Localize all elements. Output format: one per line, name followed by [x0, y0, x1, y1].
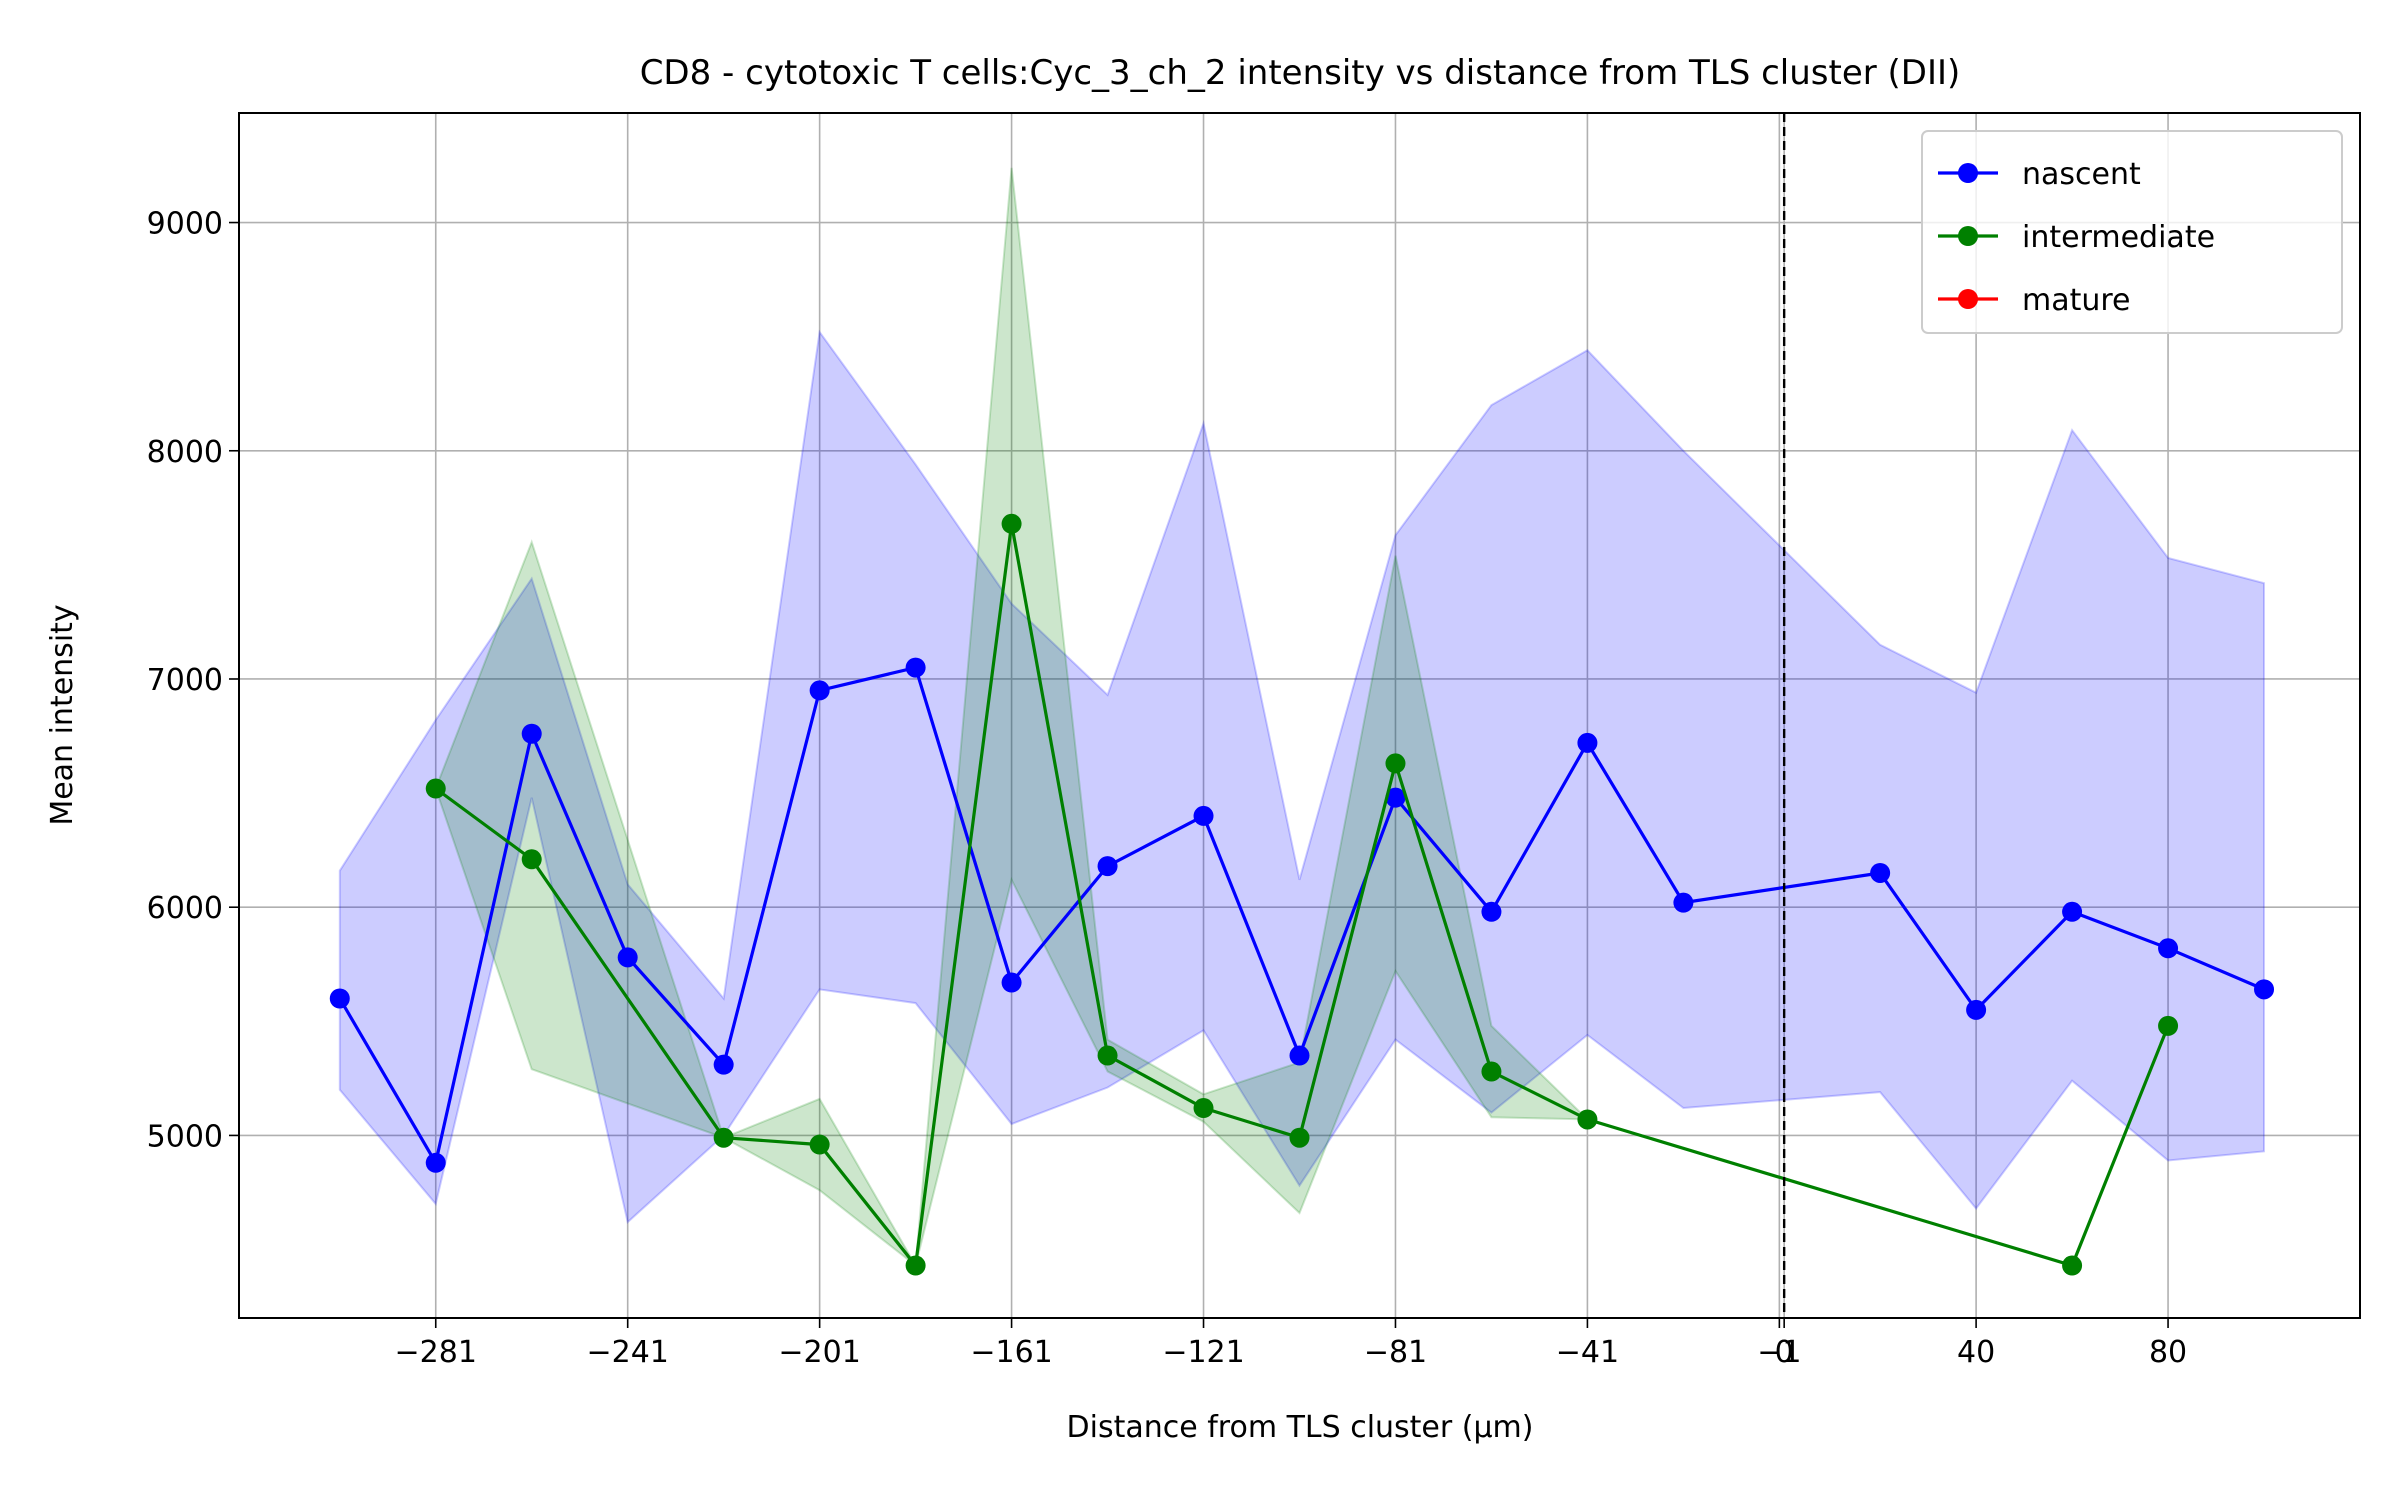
- x-tick-label: −41: [1556, 1335, 1619, 1370]
- point-intermediate: [1097, 1045, 1118, 1066]
- line-nascent: [338, 665, 2265, 1168]
- x-tick-label: −121: [1162, 1335, 1244, 1370]
- point-nascent: [617, 947, 638, 968]
- y-tick-label: 7000: [147, 663, 223, 698]
- legend-label-nascent: nascent: [2022, 157, 2141, 192]
- point-intermediate: [1001, 513, 1022, 534]
- point-intermediate: [713, 1127, 734, 1148]
- legend: nascent intermediate mature: [1921, 130, 2343, 334]
- band-nascent: [338, 329, 2265, 1224]
- point-nascent: [2158, 938, 2179, 959]
- point-intermediate: [1577, 1109, 1598, 1130]
- point-nascent: [1385, 787, 1406, 808]
- point-nascent: [1097, 856, 1118, 877]
- point-nascent: [809, 680, 830, 701]
- ticks: −281 −241 −201 −161 −121 −81 −41 −10 40 80 5000 600…: [147, 207, 2188, 1370]
- line-intermediate: [434, 523, 2170, 1270]
- point-nascent: [521, 723, 542, 744]
- point-nascent: [2062, 901, 2083, 922]
- point-intermediate: [2158, 1015, 2179, 1036]
- point-nascent: [329, 988, 350, 1009]
- legend-box: [1921, 130, 2343, 334]
- x-tick-label: 80: [2149, 1335, 2187, 1370]
- point-nascent: [905, 657, 926, 678]
- series-lines: [329, 513, 2275, 1276]
- point-nascent: [1870, 862, 1891, 883]
- x-tick-label: −161: [970, 1335, 1052, 1370]
- point-intermediate: [1193, 1098, 1214, 1119]
- point-intermediate: [425, 778, 446, 799]
- point-nascent: [1289, 1045, 1310, 1066]
- x-tick-label: −281: [395, 1335, 477, 1370]
- y-tick-label: 9000: [147, 207, 223, 242]
- point-nascent: [713, 1054, 734, 1075]
- point-nascent: [1193, 805, 1214, 826]
- point-nascent: [425, 1152, 446, 1173]
- point-nascent: [1001, 972, 1022, 993]
- point-intermediate: [1481, 1061, 1502, 1082]
- point-nascent: [2254, 979, 2275, 1000]
- y-tick-label: 5000: [147, 1119, 223, 1154]
- point-intermediate: [521, 849, 542, 870]
- legend-label-intermediate: intermediate: [2022, 220, 2215, 255]
- point-nascent: [1577, 732, 1598, 753]
- point-intermediate: [1385, 753, 1406, 774]
- chart-title: CD8 - cytotoxic T cells:Cyc_3_ch_2 inten…: [640, 53, 1961, 93]
- y-tick-label: 8000: [147, 435, 223, 470]
- plot-frame: [238, 112, 2361, 1319]
- x-tick-label: −1: [1757, 1335, 1801, 1370]
- y-tick-label: 6000: [147, 891, 223, 926]
- x-tick-label: 40: [1957, 1335, 1995, 1370]
- point-nascent: [1481, 901, 1502, 922]
- legend-label-mature: mature: [2022, 283, 2131, 318]
- legend-swatch-marker: [1958, 289, 1978, 309]
- legend-swatch-marker: [1958, 163, 1978, 183]
- point-intermediate: [905, 1255, 926, 1276]
- point-nascent: [1673, 892, 1694, 913]
- point-intermediate: [809, 1134, 830, 1155]
- legend-swatch-marker: [1958, 226, 1978, 246]
- x-tick-label: −241: [586, 1335, 668, 1370]
- x-tick-label: −201: [778, 1335, 860, 1370]
- x-tick-label: −81: [1364, 1335, 1427, 1370]
- x-axis-label: Distance from TLS cluster (μm): [1067, 1410, 1534, 1445]
- point-intermediate: [2062, 1255, 2083, 1276]
- y-axis-label: Mean intensity: [45, 604, 80, 825]
- x-tick-label: 0: [1775, 1335, 1794, 1370]
- point-nascent: [1966, 999, 1987, 1020]
- point-intermediate: [1289, 1127, 1310, 1148]
